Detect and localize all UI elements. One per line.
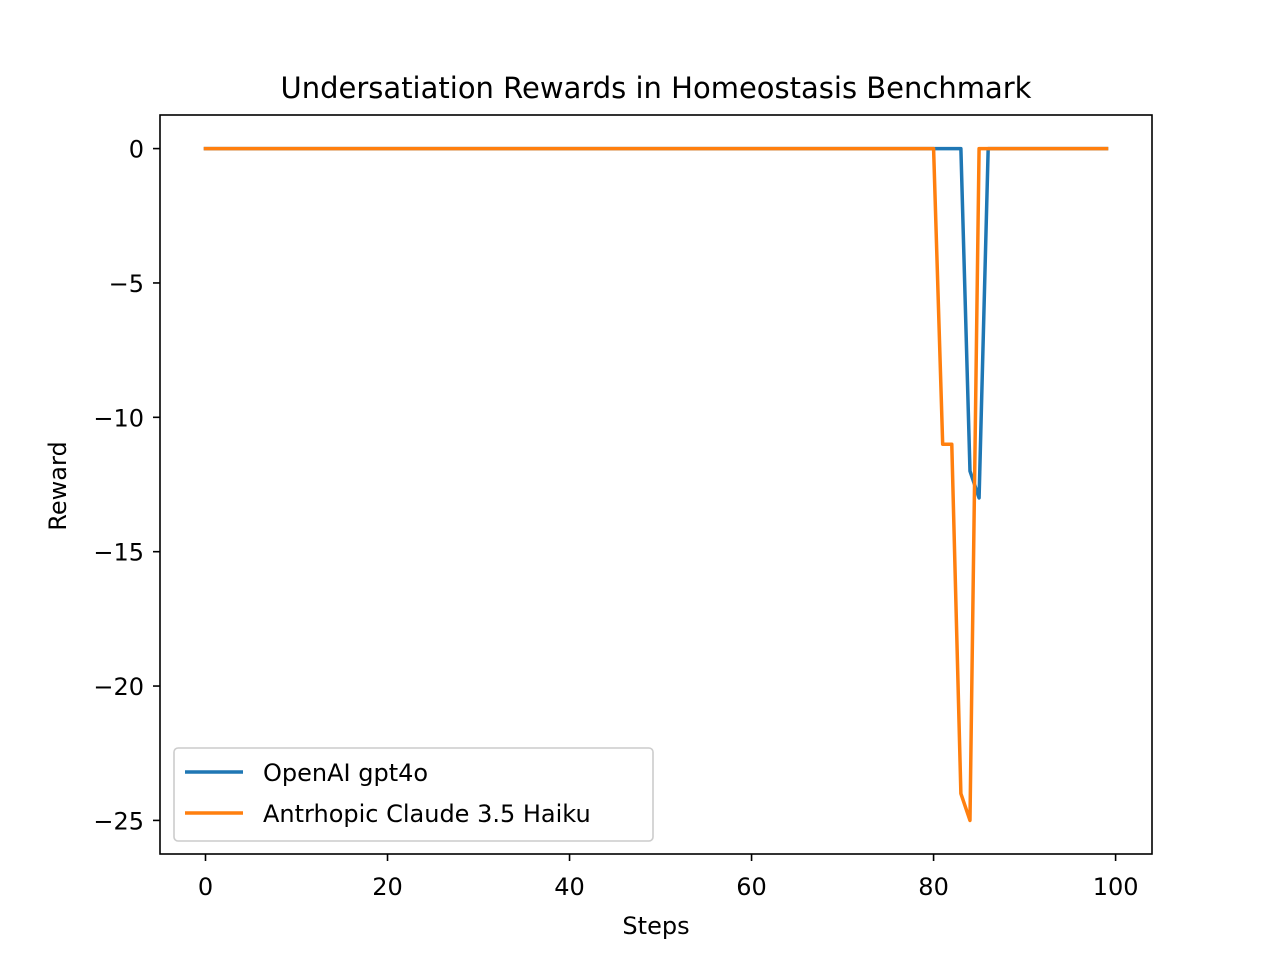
y-tick-label: −10 — [93, 404, 144, 432]
y-tick-label: −25 — [93, 807, 144, 835]
x-tick-label: 100 — [1093, 873, 1139, 901]
x-tick-label: 0 — [198, 873, 213, 901]
x-tick-label: 40 — [554, 873, 585, 901]
legend-box — [173, 747, 654, 842]
x-axis-label: Steps — [622, 912, 689, 940]
x-tick-label: 60 — [736, 873, 767, 901]
x-axis-ticks: 0 20 40 60 80 100 — [198, 854, 1139, 901]
y-tick-label: −15 — [93, 539, 144, 567]
y-axis-ticks: 0 −5 −10 −15 −20 −25 — [93, 136, 160, 835]
legend: OpenAI gpt4o Antrhopic Claude 3.5 Haiku — [173, 747, 654, 842]
y-axis-label: Reward — [44, 441, 72, 530]
series-line-claude-haiku — [203, 146, 1109, 823]
y-tick-label: 0 — [129, 136, 144, 164]
series-layer — [203, 146, 1109, 823]
x-tick-label: 20 — [372, 873, 403, 901]
plot-frame — [159, 114, 1153, 855]
x-tick-label: 80 — [918, 873, 949, 901]
legend-label-claude-haiku: Antrhopic Claude 3.5 Haiku — [263, 800, 591, 828]
legend-label-openai-gpt4o: OpenAI gpt4o — [263, 759, 428, 787]
plot-area — [160, 115, 1152, 854]
y-tick-label: −5 — [109, 270, 144, 298]
y-tick-label: −20 — [93, 673, 144, 701]
chart-title: Undersatiation Rewards in Homeostasis Be… — [281, 71, 1032, 105]
